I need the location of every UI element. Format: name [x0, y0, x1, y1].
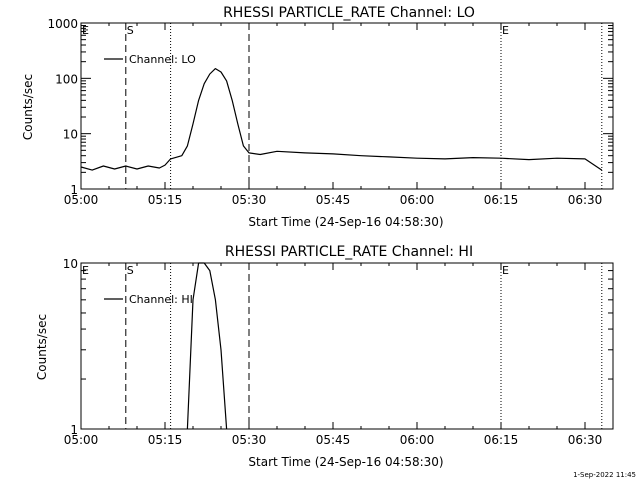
legend-label-lo: Channel: LO [129, 53, 196, 66]
y-tick-label-lo: 10 [63, 128, 78, 142]
x-tick-label-hi: 06:00 [400, 433, 435, 447]
x-tick-label-lo: 05:30 [232, 193, 267, 207]
x-tick-label-lo: 06:30 [568, 193, 603, 207]
x-tick-label-lo: 05:00 [64, 193, 99, 207]
y-tick-label-lo: 100 [55, 72, 78, 86]
time-marker-label-hi: E [82, 264, 89, 277]
x-tick-label-hi: 06:30 [568, 433, 603, 447]
y-tick-label-lo: 1000 [47, 17, 78, 31]
panel-title-lo: RHESSI PARTICLE_RATE Channel: LO [223, 5, 475, 21]
series-line-lo [80, 67, 603, 171]
time-marker-label-hi: S [127, 264, 134, 277]
x-tick-label-hi: 05:15 [148, 433, 183, 447]
x-tick-label-hi: 05:45 [316, 433, 351, 447]
y-axis-label-hi: Counts/sec [35, 314, 49, 380]
y-tick-label-hi: 10 [63, 257, 78, 271]
time-marker-label-hi: E [502, 264, 509, 277]
x-tick-label-lo: 06:00 [400, 193, 435, 207]
x-tick-label-lo: 05:15 [148, 193, 183, 207]
legend-label-hi: Channel: HI [129, 293, 193, 306]
x-tick-label-hi: 06:15 [484, 433, 519, 447]
time-marker-label-lo: E [82, 24, 89, 37]
plot-frame-hi [80, 262, 614, 430]
x-tick-label-hi: 05:00 [64, 433, 99, 447]
y-axis-label-lo: Counts/sec [21, 74, 35, 140]
time-marker-label-lo: E [502, 24, 509, 37]
plot-frame-lo [80, 22, 614, 190]
x-tick-label-hi: 05:30 [232, 433, 267, 447]
hi-channel-panel: RHESSI PARTICLE_RATE Channel: HI Counts/… [35, 244, 614, 469]
time-marker-label-lo: S [127, 24, 134, 37]
y-tick-label-hi: 1 [70, 423, 78, 437]
x-tick-label-lo: 05:45 [316, 193, 351, 207]
footer-timestamp: 1-Sep-2022 11:45 [573, 471, 636, 479]
y-tick-label-lo: 1 [70, 183, 78, 197]
x-axis-label-lo: Start Time (24-Sep-16 04:58:30) [248, 215, 443, 229]
lo-channel-panel: RHESSI PARTICLE_RATE Channel: LO Counts/… [21, 5, 614, 229]
panel-title-hi: RHESSI PARTICLE_RATE Channel: HI [225, 244, 473, 260]
x-axis-label-hi: Start Time (24-Sep-16 04:58:30) [248, 455, 443, 469]
x-tick-label-lo: 06:15 [484, 193, 519, 207]
series-line-hi [186, 262, 228, 430]
